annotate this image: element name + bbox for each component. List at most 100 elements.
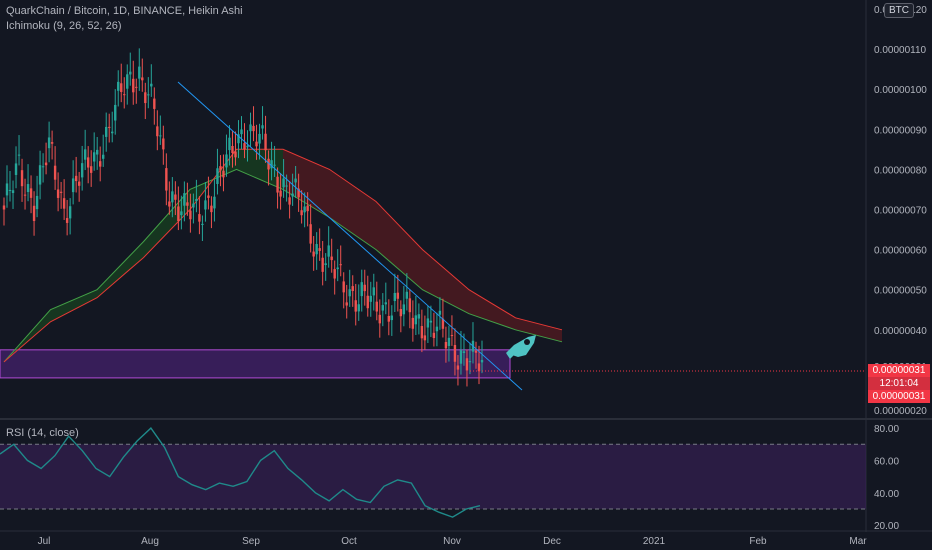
candle-body[interactable] (210, 205, 213, 213)
candle-body[interactable] (234, 151, 237, 158)
ichimoku-legend[interactable]: Ichimoku (9, 26, 52, 26) (6, 20, 122, 32)
candle-body[interactable] (56, 189, 60, 198)
candle-body[interactable] (189, 210, 192, 220)
candle-body[interactable] (102, 154, 105, 159)
candle-body[interactable] (405, 291, 409, 299)
candle-body[interactable] (330, 256, 333, 261)
candle-body[interactable] (32, 205, 36, 221)
candle-body[interactable] (333, 269, 336, 279)
candle-body[interactable] (222, 170, 225, 178)
candle-body[interactable] (342, 281, 345, 293)
candle-body[interactable] (47, 137, 51, 149)
candle-body[interactable] (183, 193, 186, 206)
candle-body[interactable] (255, 141, 258, 147)
candle-body[interactable] (80, 163, 84, 178)
candle-body[interactable] (444, 342, 448, 349)
candle-body[interactable] (68, 206, 72, 219)
candle-body[interactable] (273, 164, 276, 166)
candle-body[interactable] (74, 175, 78, 182)
candle-body[interactable] (366, 295, 369, 309)
candle-body[interactable] (375, 301, 378, 312)
candle-body[interactable] (186, 202, 189, 206)
candle-body[interactable] (2, 205, 6, 210)
candle-body[interactable] (309, 224, 312, 244)
candle-body[interactable] (5, 183, 9, 196)
support-zone[interactable] (0, 349, 511, 379)
candle-body[interactable] (20, 170, 24, 187)
candle-body[interactable] (420, 326, 424, 339)
candle-body[interactable] (351, 286, 354, 292)
candle-body[interactable] (23, 194, 27, 196)
candle-body[interactable] (38, 165, 42, 185)
currency-badge[interactable]: BTC (884, 3, 914, 18)
candle-body[interactable] (252, 125, 255, 132)
candle-body[interactable] (441, 318, 445, 329)
candle-body[interactable] (294, 178, 297, 183)
candle-body[interactable] (41, 166, 45, 168)
candle-body[interactable] (468, 361, 472, 363)
candle-body[interactable] (288, 197, 291, 205)
candle-body[interactable] (396, 292, 400, 299)
candle-body[interactable] (8, 189, 12, 191)
candle-body[interactable] (44, 162, 48, 166)
candle-body[interactable] (387, 315, 391, 322)
candle-body[interactable] (261, 125, 264, 129)
candle-body[interactable] (192, 203, 195, 208)
candle-body[interactable] (315, 244, 318, 255)
candle-body[interactable] (399, 308, 403, 317)
candle-body[interactable] (414, 315, 418, 325)
candle-body[interactable] (312, 251, 315, 257)
candle-body[interactable] (327, 245, 330, 257)
candle-body[interactable] (267, 158, 270, 170)
candle-body[interactable] (123, 94, 126, 96)
candle-body[interactable] (456, 365, 460, 370)
candle-body[interactable] (195, 198, 198, 202)
candle-body[interactable] (369, 295, 372, 302)
candle-body[interactable] (303, 206, 306, 213)
candle-body[interactable] (126, 74, 129, 89)
candle-body[interactable] (372, 287, 375, 296)
candle-body[interactable] (276, 176, 279, 193)
candle-body[interactable] (86, 157, 90, 168)
candle-body[interactable] (378, 314, 381, 324)
candle-body[interactable] (348, 289, 351, 297)
candle-body[interactable] (321, 257, 324, 272)
candle-body[interactable] (180, 211, 183, 216)
candle-body[interactable] (447, 337, 451, 346)
candle-body[interactable] (324, 263, 327, 266)
candle-body[interactable] (168, 201, 171, 207)
candle-body[interactable] (26, 184, 30, 193)
candle-body[interactable] (92, 152, 96, 162)
candle-body[interactable] (156, 126, 159, 137)
symbol-legend[interactable]: QuarkChain / Bitcoin, 1D, BINANCE, Heiki… (6, 5, 243, 17)
candle-body[interactable] (285, 185, 288, 187)
candle-body[interactable] (450, 335, 454, 337)
candle-body[interactable] (477, 363, 481, 372)
candle-body[interactable] (153, 98, 156, 109)
candle-body[interactable] (99, 161, 102, 167)
candle-body[interactable] (345, 302, 348, 306)
candle-body[interactable] (480, 359, 484, 363)
candle-body[interactable] (59, 191, 63, 193)
candle-body[interactable] (390, 315, 394, 321)
candle-body[interactable] (363, 284, 366, 292)
candle-body[interactable] (129, 71, 132, 75)
candle-body[interactable] (411, 317, 415, 329)
candle-body[interactable] (144, 92, 147, 104)
candle-body[interactable] (138, 66, 141, 79)
candle-body[interactable] (174, 194, 177, 200)
rsi-legend[interactable]: RSI (14, close) (6, 427, 79, 439)
candle-body[interactable] (77, 181, 81, 186)
candle-body[interactable] (360, 282, 363, 297)
candle-body[interactable] (204, 200, 207, 210)
candle-body[interactable] (120, 83, 123, 92)
candle-body[interactable] (336, 267, 339, 270)
candle-body[interactable] (306, 205, 309, 212)
candle-body[interactable] (474, 350, 478, 353)
candle-body[interactable] (14, 163, 18, 175)
candle-body[interactable] (11, 190, 15, 194)
candle-body[interactable] (150, 83, 153, 87)
candle-body[interactable] (228, 137, 231, 151)
candle-body[interactable] (105, 126, 108, 137)
